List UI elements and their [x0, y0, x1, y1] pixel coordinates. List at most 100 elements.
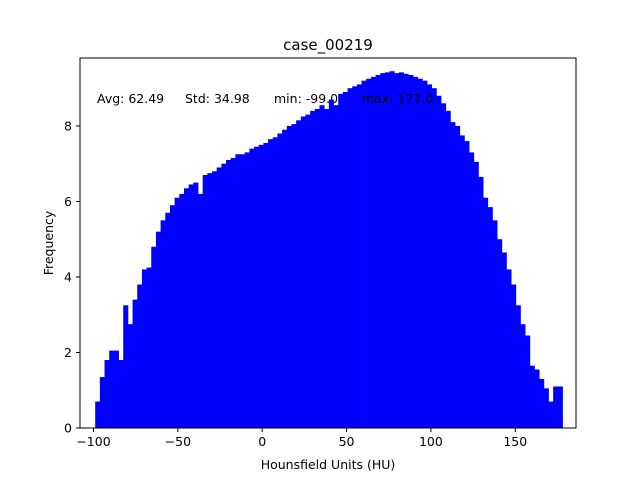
histogram-bar [319, 105, 325, 428]
histogram-bar [483, 197, 489, 428]
histogram-bar [207, 173, 213, 428]
annotation-avg: Avg: 62.49 [97, 91, 164, 106]
histogram-bar [226, 159, 232, 428]
histogram-bar [338, 93, 344, 429]
histogram-bar [141, 269, 147, 428]
histogram-bar [104, 360, 110, 428]
y-tick-label: 0 [64, 421, 72, 436]
histogram-bar [352, 86, 358, 428]
histogram-bar [300, 116, 306, 429]
histogram-bar [389, 71, 395, 429]
histogram-bar [272, 137, 278, 429]
histogram-bar [520, 324, 526, 428]
histogram-bar [165, 212, 171, 428]
histogram-bar [487, 207, 493, 428]
histogram-bar [464, 141, 470, 428]
histogram-bar [291, 124, 297, 428]
histogram-bar [137, 284, 143, 428]
histogram-bar [324, 108, 330, 428]
histogram-bar [557, 386, 563, 428]
histogram-bar [529, 365, 535, 428]
histogram-bar [342, 91, 348, 428]
histogram-bar [441, 103, 447, 428]
histogram-bar [412, 76, 419, 428]
histogram-bar [515, 305, 521, 428]
histogram-bar [478, 176, 484, 428]
histogram-bar [459, 135, 465, 428]
histogram-bar [282, 129, 288, 429]
histogram-bar [305, 114, 311, 428]
histogram-bar [244, 152, 250, 428]
histogram-bar [506, 269, 512, 428]
x-tick-label: 0 [258, 434, 266, 449]
histogram-bar [314, 108, 320, 428]
histogram-bar [394, 73, 400, 428]
bars-group [95, 71, 563, 429]
histogram-bar [132, 299, 138, 428]
chart-title: case_00219 [283, 36, 373, 55]
histogram-bar [188, 184, 194, 428]
histogram-bar [127, 324, 133, 428]
histogram-bar [539, 378, 545, 428]
histogram-bar [169, 205, 176, 428]
histogram-bar [286, 125, 292, 429]
histogram-bar [347, 88, 353, 428]
histogram-bar [328, 99, 334, 428]
histogram-bar [408, 74, 414, 429]
histogram-bar [230, 158, 236, 429]
histogram-bar [403, 73, 409, 429]
histogram-bar [384, 72, 390, 428]
histogram-bar [268, 139, 274, 429]
histogram-bar [366, 78, 372, 429]
histogram-bar [183, 188, 190, 428]
histogram-bar [469, 152, 475, 428]
histogram-bar [356, 84, 362, 429]
histogram-bar [123, 305, 129, 428]
histogram-bar [422, 80, 428, 429]
histogram-bar [361, 80, 367, 429]
histogram-bar [118, 360, 124, 428]
histogram-bar [146, 267, 152, 428]
histogram-bar [445, 110, 451, 429]
histogram-bar [543, 388, 549, 428]
histogram-bar [417, 78, 423, 429]
plot-frame [79, 57, 577, 429]
y-tick-label: 4 [64, 269, 72, 284]
histogram-bar [109, 350, 115, 428]
annotation-min: min: -99.0 [274, 91, 338, 106]
histogram-bar [436, 95, 442, 428]
y-axis-label: Frequency [41, 210, 56, 275]
histogram-bar [370, 76, 376, 428]
histogram-bar [333, 105, 339, 428]
histogram-bar [375, 74, 381, 429]
histogram-bar [497, 239, 503, 428]
ticks-group: −100 −50 0 50 100 150 0 2 4 6 8 [64, 118, 527, 449]
histogram-bar [431, 88, 437, 428]
histogram-bar [263, 142, 269, 428]
y-tick-label: 2 [64, 345, 72, 360]
histogram-bar [193, 182, 199, 428]
annotation-std: Std: 34.98 [185, 91, 250, 106]
histogram-bar [492, 220, 498, 428]
x-tick-label: 150 [503, 434, 527, 449]
histogram-bar [450, 122, 456, 429]
histogram-bar [473, 161, 479, 428]
histogram-bar [511, 284, 517, 428]
histogram-bar [254, 146, 260, 428]
x-tick-label: −50 [165, 434, 191, 449]
histogram-bar [258, 144, 264, 428]
histogram-bar [277, 133, 283, 428]
histogram-bar [212, 171, 218, 428]
histogram-bar [553, 386, 559, 428]
histogram-bar [113, 350, 119, 428]
histogram-bar [197, 193, 204, 428]
histogram-bar [155, 231, 162, 428]
histogram-bar [525, 335, 531, 428]
histogram-bar [296, 120, 302, 429]
histogram-bar [151, 246, 157, 428]
histogram-bar [160, 220, 166, 428]
histogram-bar [99, 377, 105, 428]
histogram-bar [501, 252, 507, 428]
y-tick-label: 8 [64, 118, 72, 133]
